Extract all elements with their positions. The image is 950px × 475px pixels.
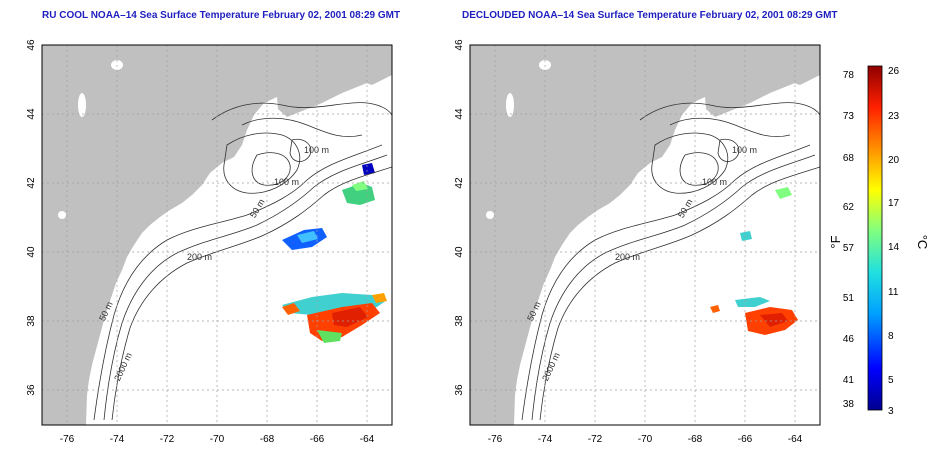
right-x-axis: -76 -74 -72 -70 -68 -66 -64 (488, 434, 803, 445)
y-tick-label: 38 (454, 315, 465, 327)
c-tick-label: 3 (888, 406, 894, 417)
x-tick-label: -64 (788, 434, 803, 445)
f-tick-label: 57 (843, 243, 855, 254)
c-tick-label: 14 (888, 242, 900, 253)
y-tick-label: 42 (454, 177, 465, 189)
left-sst-patches (282, 163, 387, 343)
y-tick-label: 44 (454, 108, 465, 120)
right-graticule (470, 45, 820, 425)
c-tick-label: 23 (888, 111, 900, 122)
x-tick-label: -72 (588, 434, 603, 445)
celsius-axis-label: °C (915, 235, 930, 250)
colorbar-gradient (867, 65, 883, 411)
x-tick-label: -74 (110, 434, 125, 445)
colorbar: 78 73 68 62 57 51 46 41 38 26 23 20 17 1… (828, 65, 930, 417)
c-tick-label: 17 (888, 198, 900, 209)
y-tick-label: 36 (454, 384, 465, 396)
colorbar-celsius-ticks: 26 23 20 17 14 11 8 5 3 (888, 66, 900, 417)
x-tick-label: -76 (488, 434, 503, 445)
f-tick-label: 73 (843, 111, 855, 122)
left-map-panel: -76 -74 -72 -70 -68 -66 -64 36 38 40 42 … (26, 39, 393, 445)
f-tick-label: 46 (843, 334, 855, 345)
left-y-axis: 36 38 40 42 44 46 (26, 39, 37, 396)
x-tick-label: -64 (360, 434, 375, 445)
f-tick-label: 78 (843, 70, 855, 81)
f-tick-label: 68 (843, 153, 855, 164)
x-tick-label: -76 (60, 434, 75, 445)
f-tick-label: 51 (843, 293, 855, 304)
x-tick-label: -66 (738, 434, 753, 445)
y-tick-label: 40 (26, 246, 37, 258)
y-tick-label: 42 (26, 177, 37, 189)
right-y-axis: 36 38 40 42 44 46 (454, 39, 465, 396)
f-tick-label: 38 (843, 399, 855, 410)
x-tick-label: -70 (638, 434, 653, 445)
x-tick-label: -66 (310, 434, 325, 445)
c-tick-label: 11 (888, 287, 899, 298)
x-tick-label: -68 (260, 434, 275, 445)
left-graticule (42, 45, 392, 425)
left-x-axis: -76 -74 -72 -70 -68 -66 -64 (60, 434, 375, 445)
y-tick-label: 36 (26, 384, 37, 396)
f-tick-label: 41 (843, 375, 855, 386)
y-tick-label: 46 (454, 39, 465, 51)
c-tick-label: 8 (888, 331, 894, 342)
f-tick-label: 62 (843, 202, 855, 213)
colorbar-fahrenheit-ticks: 78 73 68 62 57 51 46 41 38 (843, 70, 855, 410)
x-tick-label: -68 (688, 434, 703, 445)
x-tick-label: -72 (160, 434, 175, 445)
right-panel-title: DECLOUDED NOAA–14 Sea Surface Temperatur… (462, 10, 838, 21)
c-tick-label: 5 (888, 375, 894, 386)
right-map-panel: -76 -74 -72 -70 -68 -66 -64 36 38 40 42 … (454, 39, 821, 445)
left-panel-title: RU COOL NOAA–14 Sea Surface Temperature … (42, 10, 401, 21)
y-tick-label: 38 (26, 315, 37, 327)
x-tick-label: -70 (210, 434, 225, 445)
x-tick-label: -74 (538, 434, 553, 445)
y-tick-label: 40 (454, 246, 465, 258)
c-tick-label: 26 (888, 66, 900, 77)
y-tick-label: 46 (26, 39, 37, 51)
fahrenheit-axis-label: °F (828, 235, 843, 248)
y-tick-label: 44 (26, 108, 37, 120)
c-tick-label: 20 (888, 155, 900, 166)
